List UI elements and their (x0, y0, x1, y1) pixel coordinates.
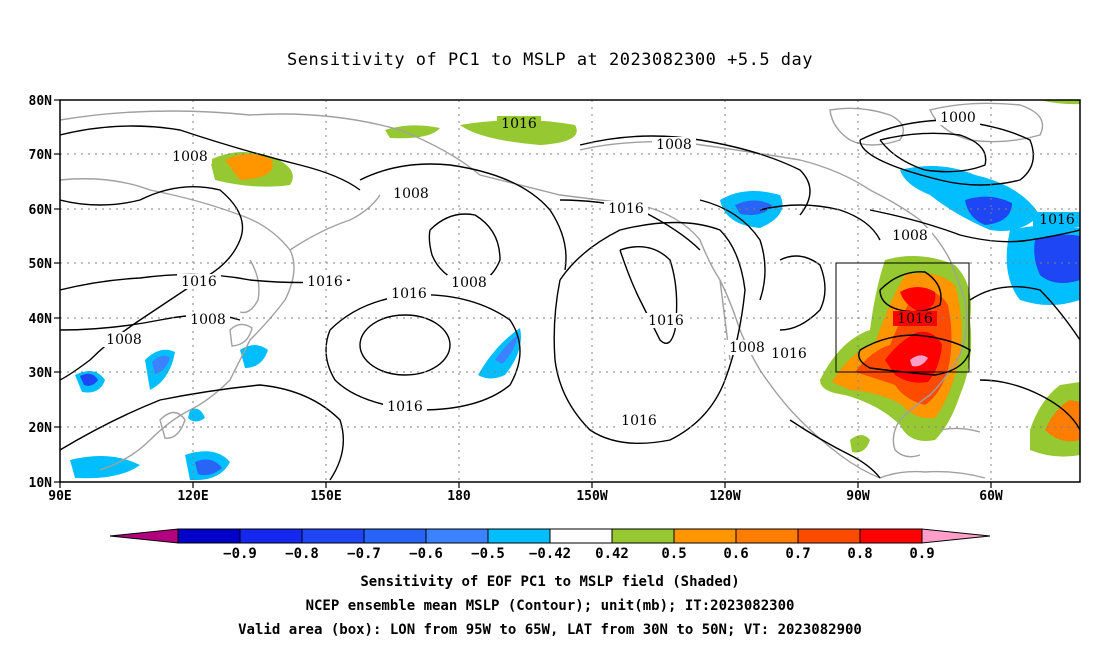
lat-label-60n: 60N (29, 203, 53, 218)
contour-labels: 1016 1008 1008 1016 1000 1008 1016 1016 … (102, 110, 1080, 429)
contour-label: 1008 (892, 228, 928, 244)
shaded-sensitivity-layer (70, 100, 1080, 481)
contour-label: 1016 (501, 116, 537, 132)
contour-label: 1016 (621, 413, 657, 429)
colorbar-swatch (549, 528, 613, 544)
lat-label-80n: 80N (29, 94, 53, 109)
contour-label: 1016 (648, 313, 684, 329)
mslp-contours (60, 119, 1080, 481)
caption-line-3: Valid area (box): LON from 95W to 65W, L… (238, 622, 862, 638)
contour-label: 1016 (608, 201, 644, 217)
colorbar-swatch (611, 528, 675, 544)
axis-ticks (54, 99, 992, 488)
contour-label: 1008 (172, 149, 208, 165)
lat-label-40n: 40N (29, 312, 53, 327)
valid-area-box (835, 262, 970, 373)
lat-label-20n: 20N (29, 421, 53, 436)
colorbar-tick-label: −0.6 (409, 546, 443, 562)
colorbar-swatch (487, 528, 551, 544)
contour-label: 1016 (391, 286, 427, 302)
contour-label: 1016 (181, 274, 217, 290)
colorbar-swatch (797, 528, 861, 544)
coastlines (60, 102, 1044, 479)
colorbar-tick-label: 0.7 (785, 546, 810, 562)
colorbar-tick-label: 0.9 (909, 546, 934, 562)
lat-label-50n: 50N (29, 257, 53, 272)
colorbar-right-arrow (921, 528, 991, 544)
plot-frame (59, 99, 1081, 483)
contour-label: 1008 (729, 340, 765, 356)
colorbar-swatch (425, 528, 489, 544)
contour-label: 1016 (387, 399, 423, 415)
colorbar-swatch (673, 528, 737, 544)
longitude-labels: 90E 120E 150E 180 150W 120W 90W 60W (48, 489, 1003, 504)
colorbar: −0.9 −0.8 −0.7 −0.6 −0.5 −0.42 0.42 0.5 0.6 0.7 0.… (109, 528, 991, 562)
colorbar-left-arrow (109, 528, 179, 544)
lat-label-10n: 10N (29, 476, 53, 491)
colorbar-swatch (363, 528, 427, 544)
colorbar-swatch (239, 528, 303, 544)
colorbar-tick-label: 0.42 (595, 546, 629, 562)
colorbar-swatch (859, 528, 923, 544)
colorbar-swatch (177, 528, 241, 544)
contour-label: 1008 (393, 186, 429, 202)
contour-label: 1016 (897, 311, 933, 327)
contour-label: 1016 (771, 346, 807, 362)
caption-line-1: Sensitivity of EOF PC1 to MSLP field (Sh… (360, 574, 740, 590)
lon-label-120e: 120E (177, 489, 208, 504)
lon-label-180: 180 (447, 489, 471, 504)
colorbar-tick-label: −0.9 (223, 546, 257, 562)
lon-label-60w: 60W (979, 489, 1003, 504)
contour-label: 1000 (940, 110, 976, 126)
lon-label-120w: 120W (709, 489, 740, 504)
colorbar-tick-label: −0.42 (529, 546, 571, 562)
contour-label: 1008 (656, 137, 692, 153)
contour-label: 1008 (190, 312, 226, 328)
contour-label: 1016 (307, 274, 343, 290)
colorbar-tick-label: −0.7 (347, 546, 381, 562)
lon-label-90e: 90E (48, 489, 71, 504)
colorbar-tick-label: 0.6 (723, 546, 748, 562)
lon-label-150w: 150W (576, 489, 607, 504)
contour-label: 1016 (1039, 212, 1075, 228)
contour-label: 1008 (451, 275, 487, 291)
colorbar-tick-label: 0.8 (847, 546, 872, 562)
lat-label-30n: 30N (29, 366, 53, 381)
lon-label-150e: 150E (310, 489, 341, 504)
map-title: Sensitivity of PC1 to MSLP at 2023082300… (286, 50, 813, 70)
colorbar-tick-label: 0.5 (661, 546, 686, 562)
contour-label: 1008 (106, 332, 142, 348)
colorbar-tick-label: −0.8 (285, 546, 319, 562)
colorbar-swatch (735, 528, 799, 544)
lon-label-90w: 90W (846, 489, 870, 504)
colorbar-tick-label: −0.5 (471, 546, 505, 562)
caption-line-2: NCEP ensemble mean MSLP (Contour); unit(… (305, 598, 795, 614)
colorbar-swatch (301, 528, 365, 544)
latitude-labels: 80N 70N 60N 50N 40N 30N 20N 10N (29, 94, 53, 491)
lat-label-70n: 70N (29, 148, 53, 163)
